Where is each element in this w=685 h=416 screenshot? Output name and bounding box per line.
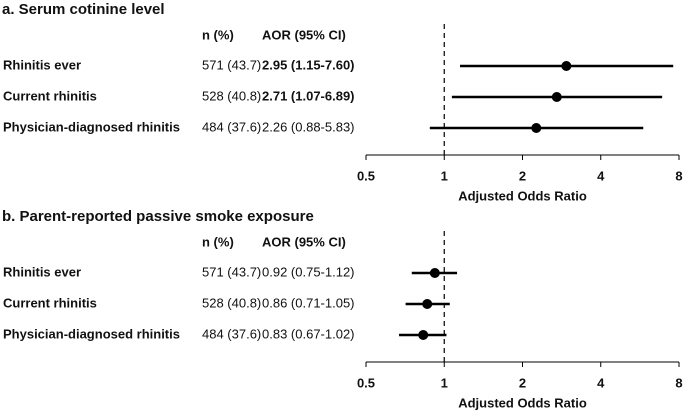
x-tick-label: 0.5 [357,168,375,183]
point-estimate [551,92,562,102]
value-label: 0.92 (0.75-1.12) [262,264,355,279]
row-label: Current rhinitis [3,295,97,310]
n-label: 528 (40.8) [202,295,261,310]
x-tick-label: 2 [519,168,526,183]
x-tick-label: 4 [597,375,605,390]
row-label: Physician-diagnosed rhinitis [3,326,180,341]
column-header: AOR (95% CI) [262,234,346,249]
point-estimate [429,268,440,278]
x-axis-label: Adjusted Odds Ratio [458,395,587,410]
column-header: n (%) [202,27,234,42]
value-label: 0.86 (0.71-1.05) [262,295,355,310]
row-label: Current rhinitis [3,88,97,103]
panel-title: a. Serum cotinine level [2,1,165,18]
x-tick-label: 1 [441,168,448,183]
point-estimate [422,299,433,309]
n-label: 571 (43.7) [202,264,261,279]
point-estimate [418,330,429,340]
value-label: 2.95 (1.15-7.60) [262,57,355,72]
x-axis-label: Adjusted Odds Ratio [458,188,587,203]
x-tick-label: 2 [519,375,526,390]
panel-title: b. Parent-reported passive smoke exposur… [2,208,314,225]
column-header: AOR (95% CI) [262,27,346,42]
x-tick-label: 1 [441,375,448,390]
point-estimate [531,123,542,133]
x-tick-label: 4 [597,168,605,183]
column-header: n (%) [202,234,234,249]
row-label: Rhinitis ever [3,57,81,72]
n-label: 484 (37.6) [202,326,261,341]
n-label: 484 (37.6) [202,119,261,134]
value-label: 2.71 (1.07-6.89) [262,88,355,103]
value-label: 0.83 (0.67-1.02) [262,326,355,341]
value-label: 2.26 (0.88-5.83) [262,119,355,134]
x-tick-label: 8 [675,168,682,183]
x-tick-label: 0.5 [357,375,375,390]
n-label: 571 (43.7) [202,57,261,72]
n-label: 528 (40.8) [202,88,261,103]
row-label: Rhinitis ever [3,264,81,279]
point-estimate [561,61,572,71]
row-label: Physician-diagnosed rhinitis [3,119,180,134]
x-tick-label: 8 [675,375,682,390]
